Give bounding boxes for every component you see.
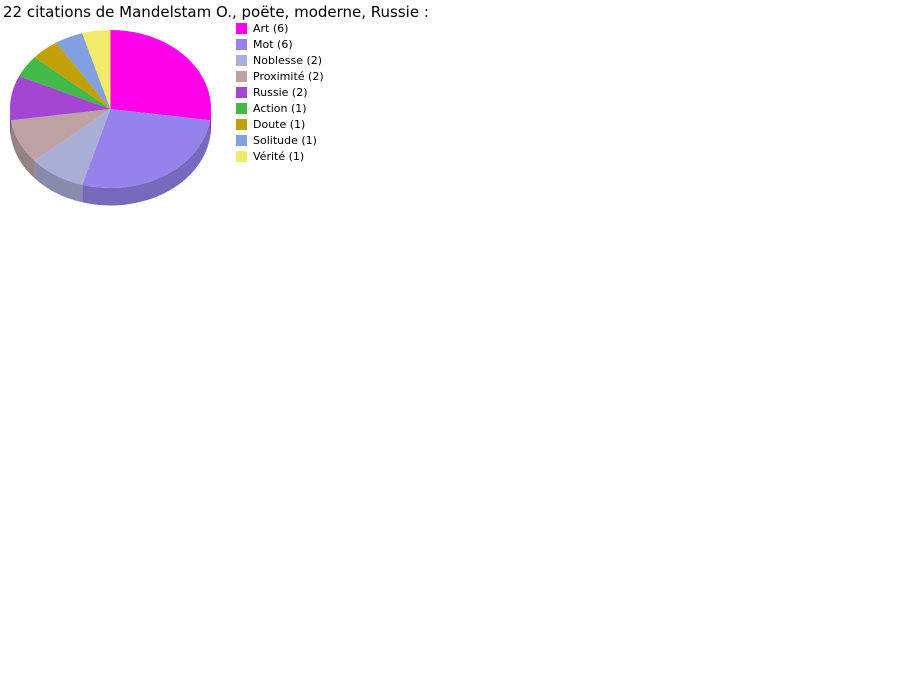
chart-title: 22 citations de Mandelstam O., poëte, mo…	[3, 3, 429, 21]
legend-item: Action (1)	[236, 103, 324, 114]
legend-swatch	[236, 151, 247, 162]
pie-slice-Art	[110, 30, 212, 121]
legend-swatch	[236, 119, 247, 130]
legend: Art (6) Mot (6) Noblesse (2) Proximité (2) R…	[236, 23, 324, 167]
pie-slice-side-Noblesse	[34, 160, 83, 203]
legend-item: Doute (1)	[236, 119, 324, 130]
legend-swatch	[236, 55, 247, 66]
legend-label: Mot (6)	[253, 38, 293, 51]
pie-chart-svg	[9, 30, 212, 206]
legend-item: Vérité (1)	[236, 151, 324, 162]
legend-label: Noblesse (2)	[253, 54, 323, 67]
pie-slice-side-Mot	[82, 120, 210, 206]
legend-item: Solitude (1)	[236, 135, 324, 146]
pie-slice-Russie	[9, 76, 111, 121]
pie-slice-side-Art	[209, 109, 211, 138]
pie-slice-side-Proximité	[11, 120, 35, 179]
legend-swatch	[236, 71, 247, 82]
legend-label: Art (6)	[253, 22, 289, 35]
pie-slice-Noblesse	[34, 109, 111, 185]
legend-label: Vérité (1)	[253, 150, 305, 163]
pie-slice-Solitude	[56, 33, 111, 110]
legend-swatch	[236, 23, 247, 34]
pie-slice-Proximité	[11, 109, 111, 161]
legend-label: Proximité (2)	[253, 70, 324, 83]
pie-slice-Mot	[82, 109, 210, 188]
legend-label: Doute (1)	[253, 118, 306, 131]
legend-item: Art (6)	[236, 23, 324, 34]
legend-label: Solitude (1)	[253, 134, 317, 147]
legend-swatch	[236, 39, 247, 50]
pie-slice-Doute	[34, 42, 111, 109]
pie-slice-Vérité	[82, 30, 111, 109]
legend-swatch	[236, 135, 247, 146]
legend-item: Proximité (2)	[236, 71, 324, 82]
legend-item: Russie (2)	[236, 87, 324, 98]
legend-label: Action (1)	[253, 102, 307, 115]
legend-swatch	[236, 103, 247, 114]
legend-swatch	[236, 87, 247, 98]
pie-slice-side-Russie	[9, 109, 12, 138]
legend-item: Noblesse (2)	[236, 55, 324, 66]
legend-item: Mot (6)	[236, 39, 324, 50]
pie-slice-Action	[19, 57, 111, 109]
legend-label: Russie (2)	[253, 86, 308, 99]
